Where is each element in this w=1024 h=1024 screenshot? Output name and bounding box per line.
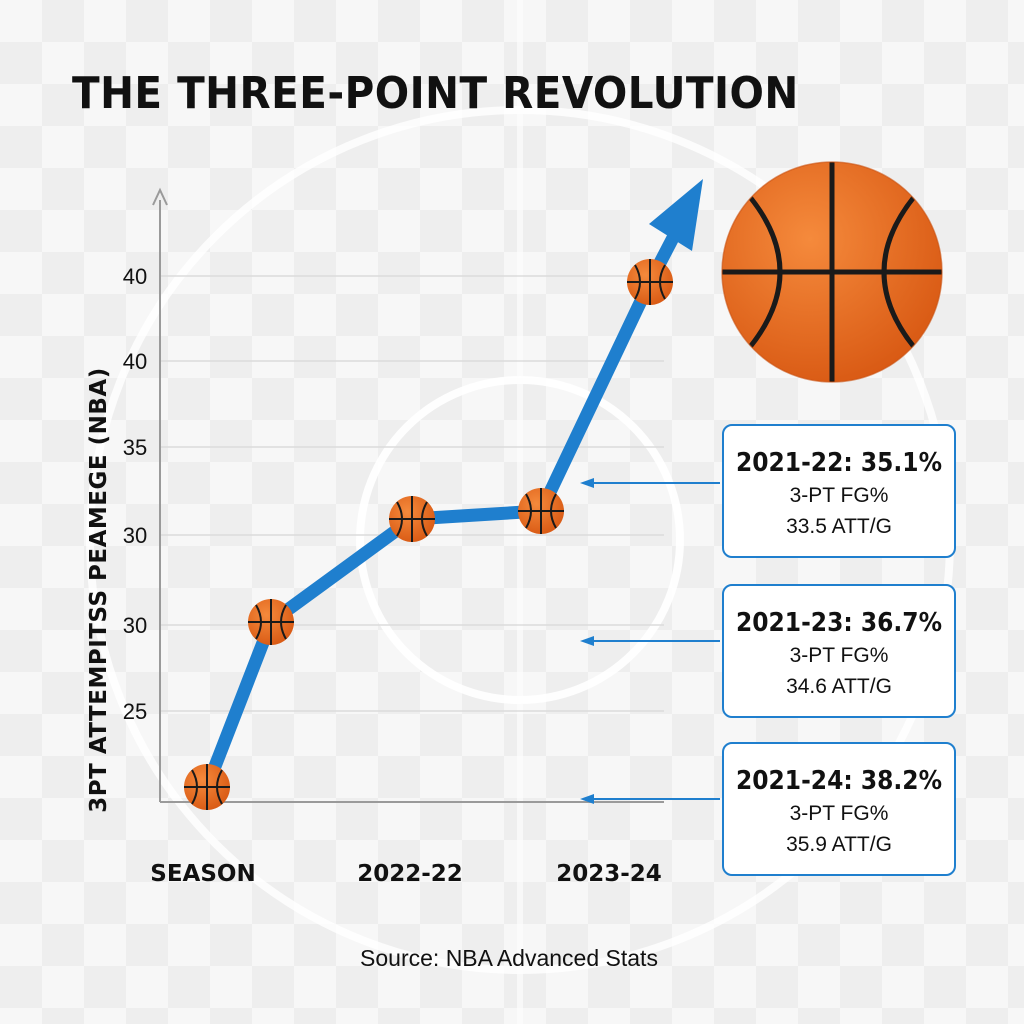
data-point-basketball-icon — [389, 496, 435, 542]
stat-callout: 2021-22: 35.1% 3-PT FG% 33.5 ATT/G — [722, 424, 956, 558]
connector-arrow-icon — [580, 636, 594, 646]
callout-metric: 3-PT FG% — [789, 802, 889, 825]
stat-callout: 2021-24: 38.2% 3-PT FG% 35.9 ATT/G — [722, 742, 956, 876]
y-tick-label: 40 — [123, 264, 147, 289]
y-axis-label: 3PT ATTEMPITSS PEAMEGE (NBA) — [86, 367, 112, 813]
connector-arrow-icon — [580, 794, 594, 804]
callout-attempts: 35.9 ATT/G — [786, 833, 892, 856]
ball-seam — [659, 264, 666, 300]
x-tick-label: 2023-24 — [556, 861, 662, 887]
y-axis-arrow-icon — [152, 187, 168, 206]
y-tick-label: 35 — [123, 435, 147, 460]
connector-arrow-icon — [580, 478, 594, 488]
ball-seam — [421, 501, 428, 537]
callout-attempts: 33.5 ATT/G — [786, 515, 892, 538]
y-tick-label: 30 — [123, 523, 147, 548]
data-point-basketball-icon — [518, 488, 564, 534]
y-tick-label: 25 — [123, 699, 147, 724]
callout-metric: 3-PT FG% — [789, 484, 889, 507]
callout-heading: 2021-22: 35.1% — [735, 448, 943, 478]
callout-attempts: 34.6 ATT/G — [786, 675, 892, 698]
callout-heading: 2021-23: 36.7% — [735, 608, 943, 638]
data-point-basketball-icon — [184, 764, 230, 810]
y-tick-labels: 25 30 30 35 40 40 — [123, 264, 147, 724]
y-tick-label: 30 — [123, 613, 147, 638]
callout-connectors — [580, 478, 720, 804]
data-point-basketball-icon — [248, 599, 294, 645]
ball-seam — [396, 501, 403, 537]
source-note: Source: NBA Advanced Stats — [360, 945, 658, 971]
x-tick-labels: SEASON 2022-22 2023-24 — [150, 861, 662, 887]
grid-lines — [160, 275, 664, 712]
data-points — [184, 259, 673, 810]
ball-seam — [525, 493, 532, 529]
stat-callout: 2021-23: 36.7% 3-PT FG% 34.6 ATT/G — [722, 584, 956, 718]
ball-seam — [550, 493, 557, 529]
chart-title: THE THREE-POINT REVOLUTION — [72, 68, 799, 119]
y-tick-label: 40 — [123, 349, 147, 374]
ball-seam — [216, 769, 223, 805]
axes — [152, 187, 664, 803]
callout-metric: 3-PT FG% — [789, 644, 889, 667]
basketball-icon — [721, 161, 943, 383]
data-point-basketball-icon — [627, 259, 673, 305]
ball-seam — [280, 604, 287, 640]
x-tick-label: 2022-22 — [357, 861, 463, 887]
series-line — [200, 225, 683, 794]
ball-seam — [255, 604, 262, 640]
x-tick-label: SEASON — [150, 861, 255, 887]
arrow-up-icon — [649, 179, 703, 251]
ball-seam — [191, 769, 198, 805]
ball-seam — [634, 264, 641, 300]
callout-heading: 2021-24: 38.2% — [735, 766, 943, 796]
